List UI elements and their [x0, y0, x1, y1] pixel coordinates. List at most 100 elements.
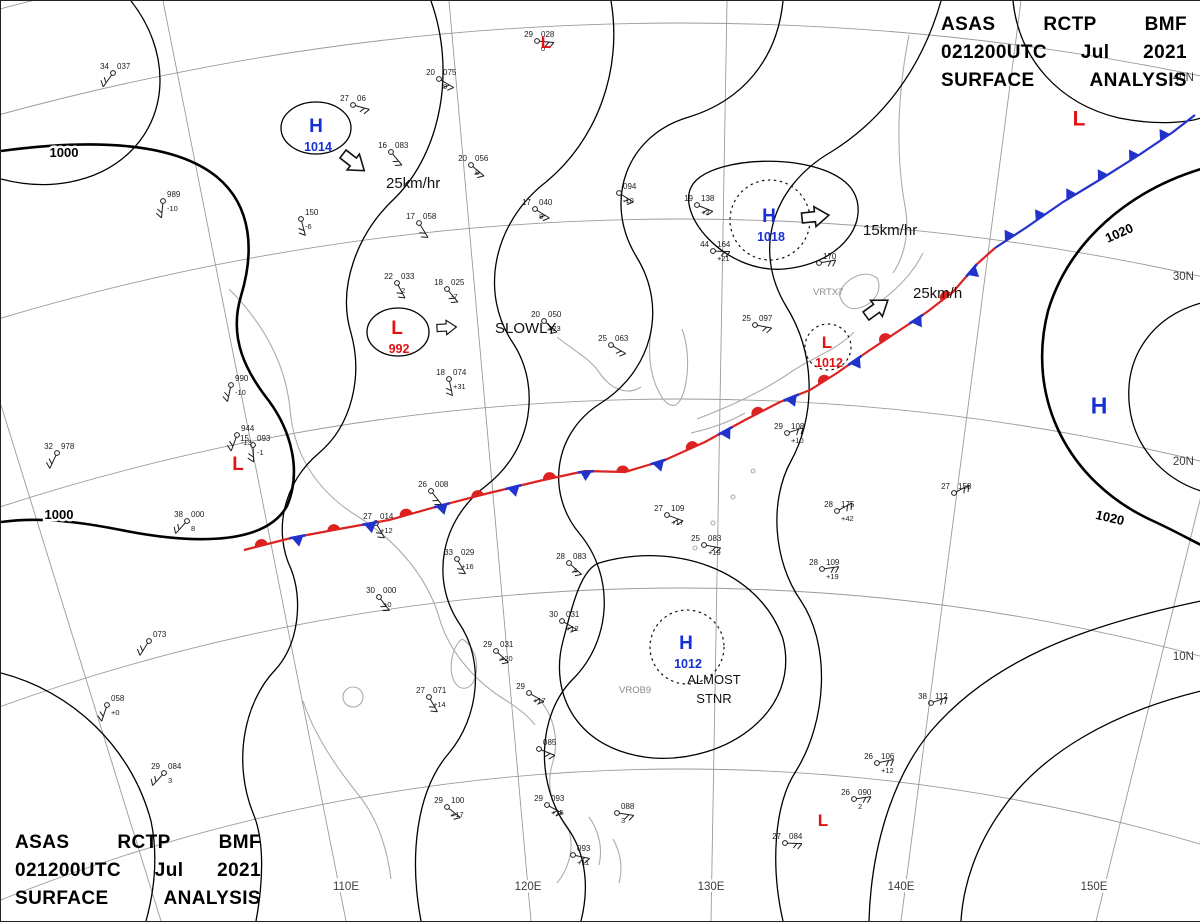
isobar-value-label: 1000 — [50, 145, 79, 160]
graticule-meridian — [901, 1, 1021, 921]
station-tendency: +12 — [881, 766, 894, 775]
station-circle — [560, 619, 565, 624]
station-temperature: 44 — [700, 240, 709, 249]
station-circle — [820, 567, 825, 572]
wind-barb-tick — [156, 213, 161, 218]
coastline-hainan — [343, 687, 363, 707]
title-word: ANALYSIS — [163, 885, 261, 913]
wind-barb-tick — [248, 454, 253, 457]
station-temperature: 25 — [691, 534, 700, 543]
wind-barb-tick — [543, 218, 550, 221]
latitude-label: 30N — [1173, 271, 1194, 283]
station-temperature: 26 — [841, 788, 850, 797]
station-pressure: 037 — [117, 62, 131, 71]
title-line: 021200UTC Jul 2021 — [941, 39, 1187, 67]
coastline-philippines — [613, 839, 621, 883]
station-temperature: 29 — [483, 640, 492, 649]
station-pressure: 058 — [111, 694, 125, 703]
title-word: ANALYSIS — [1089, 67, 1187, 95]
station-pressure: 088 — [621, 802, 635, 811]
station-pressure: 083 — [395, 141, 409, 150]
graticule-meridian — [449, 1, 531, 921]
station-temperature: 30 — [366, 586, 375, 595]
station-temperature: 17 — [522, 198, 531, 207]
graticule-parallel — [1, 219, 1200, 921]
station-plot: 29+17 — [516, 682, 546, 705]
station-temperature: 19 — [684, 194, 693, 203]
station-temperature: 29 — [151, 762, 160, 771]
station-pressure: 085 — [543, 738, 557, 747]
pressure-center-symbol: L — [1073, 108, 1086, 131]
pressure-center-value: 992 — [389, 342, 410, 356]
pressure-center-value: 1014 — [304, 140, 332, 154]
latitude-label: 20N — [1173, 456, 1194, 468]
station-circle — [952, 491, 957, 496]
stationary-front-line — [244, 248, 995, 550]
station-pressure: 008 — [435, 480, 449, 489]
wind-barb-shaft — [433, 493, 442, 505]
graticule-meridian — [711, 1, 727, 921]
wind-barb-tick — [155, 776, 156, 782]
station-temperature: 27 — [340, 94, 349, 103]
wind-barb-shaft — [253, 447, 254, 462]
station-circle — [427, 695, 432, 700]
wind-barb-shaft — [153, 775, 163, 786]
coastline-ryukyu-island — [751, 469, 755, 473]
station-circle — [852, 797, 857, 802]
stationary-note-line2: STNR — [696, 691, 731, 706]
station-circle — [447, 377, 452, 382]
station-pressure: 170 — [823, 252, 837, 261]
station-circle — [162, 771, 167, 776]
station-temperature: 20 — [458, 154, 467, 163]
station-pressure: 090 — [858, 788, 872, 797]
station-circle — [609, 343, 614, 348]
wind-barb-shaft — [355, 106, 369, 110]
movement-arrow — [437, 320, 457, 335]
station-circle — [229, 383, 234, 388]
title-word: Jul — [1081, 39, 1110, 67]
isobar-1000 — [1, 144, 294, 539]
station-pressure: 075 — [443, 68, 457, 77]
wind-barb-shaft — [228, 387, 231, 401]
station-circle — [161, 199, 166, 204]
pressure-center-symbol: L — [541, 33, 551, 52]
wind-barb-tick — [798, 844, 802, 850]
station-temperature: 17 — [406, 212, 415, 221]
station-temperature: 28 — [556, 552, 565, 561]
pressure-center-symbol: L — [232, 454, 244, 475]
title-line: ASAS RCTP BMF — [15, 829, 261, 857]
wind-barb-tick — [248, 458, 254, 462]
station-pressure: 029 — [461, 548, 475, 557]
wind-barb-tick — [378, 537, 385, 538]
coastline-ryukyu-island — [693, 546, 697, 550]
station-circle — [615, 811, 620, 816]
station-circle — [429, 489, 434, 494]
coastline-china — [229, 289, 535, 725]
longitude-label: 150E — [1081, 881, 1108, 893]
station-pressure: 093 — [551, 794, 565, 803]
wind-barb-tick — [49, 459, 52, 464]
station-temperature: 27 — [772, 832, 781, 841]
station-plot: 989-10 — [156, 190, 181, 218]
station-circle — [527, 691, 532, 696]
station-plot: 990-10 — [223, 374, 249, 402]
station-temperature: 33 — [444, 548, 453, 557]
isobar — [416, 1, 614, 921]
station-circle — [617, 191, 622, 196]
station-temperature: 29 — [524, 30, 533, 39]
longitude-label: 130E — [698, 881, 725, 893]
movement-arrow — [860, 292, 894, 324]
